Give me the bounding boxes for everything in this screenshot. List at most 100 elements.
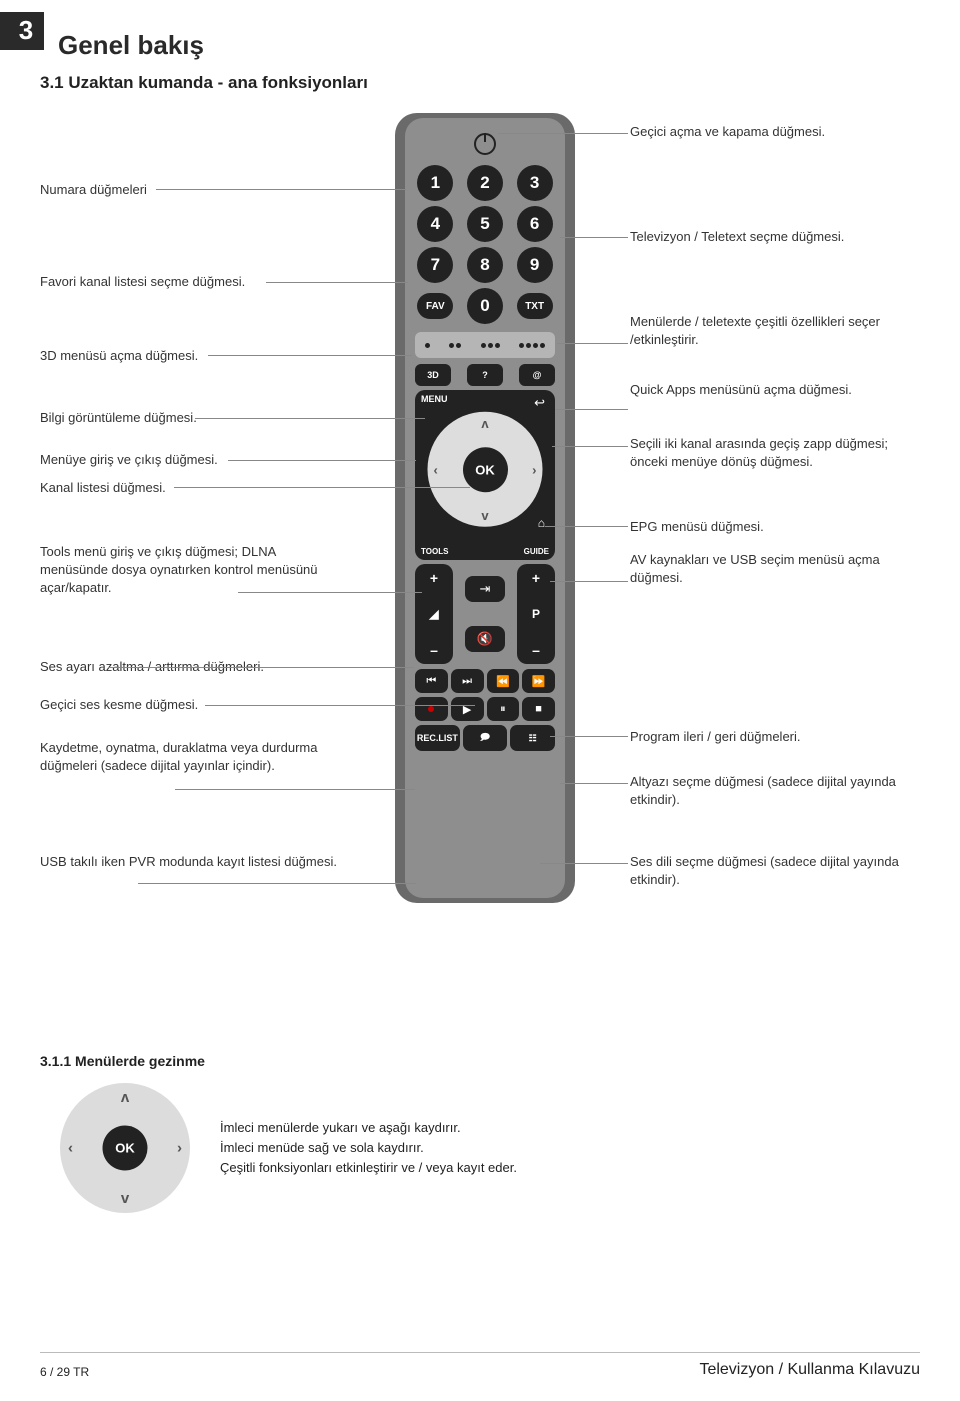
leader-line: [555, 409, 628, 410]
callout-r8: Program ileri / geri düğmeleri.: [630, 728, 920, 746]
callout-r10: Ses dili seçme düğmesi (sadece dijital y…: [630, 853, 920, 889]
remote-outline: 1 2 3 4 5 6 7 8 9 FAV 0 TXT: [395, 113, 575, 903]
fav-button: FAV: [417, 293, 453, 319]
doc-title: Televizyon / Kullanma Kılavuzu: [699, 1361, 920, 1379]
leader-line: [208, 355, 412, 356]
callout-r1: Geçici açma ve kapama düğmesi.: [630, 123, 920, 141]
ff-icon: ⏩: [522, 669, 555, 693]
page-number: 6 / 29 TR: [40, 1365, 89, 1379]
power-icon: [474, 133, 496, 155]
chevron-right-icon: ›: [177, 1140, 182, 1157]
volume-rocker: + ◢ –: [415, 564, 453, 664]
callout-r4: Quick Apps menüsünü açma düğmesi.: [630, 381, 920, 399]
pause-icon: ⏸: [487, 697, 520, 721]
leader-line: [552, 446, 628, 447]
callout-r9: Altyazı seçme düğmesi (sadece dijital ya…: [630, 773, 920, 809]
num-1: 1: [417, 165, 453, 201]
leader-line: [156, 189, 406, 190]
vol-icon: ◢: [429, 607, 438, 621]
chapter-number: 3: [0, 12, 44, 50]
reclist-button: REC.LIST: [415, 725, 460, 751]
nav-circle-mini: ʌ v ‹ › OK: [60, 1083, 190, 1213]
num-9: 9: [517, 247, 553, 283]
chevron-left-icon: ‹: [68, 1140, 73, 1157]
leader-line: [498, 133, 628, 134]
num-3: 3: [517, 165, 553, 201]
nav-pad: MENU ↩ ʌ v ‹ › OK ⌂ TOOLS GUIDE: [415, 390, 555, 560]
chevron-up-icon: ʌ: [481, 416, 488, 431]
num-2: 2: [467, 165, 503, 201]
prog-plus: +: [532, 570, 540, 586]
rec-icon: [415, 697, 448, 721]
callout-r3: Menülerde / teletexte çeşitli özellikler…: [630, 313, 920, 349]
mute-button: 🔇: [465, 626, 505, 652]
lang-icon: 🗩: [463, 725, 508, 751]
tools-label: TOOLS: [421, 547, 448, 556]
callout-l7: Tools menü giriş ve çıkış düğmesi; DLNA …: [40, 543, 340, 598]
subtitle-icon: ☷: [510, 725, 555, 751]
p-label: P: [532, 607, 540, 621]
leader-line: [550, 581, 628, 582]
vol-plus: +: [430, 570, 438, 586]
chevron-down-icon: v: [481, 508, 488, 523]
nav-desc-1: İmleci menülerde yukarı ve aşağı kaydırı…: [220, 1118, 517, 1138]
home-icon: ⌂: [538, 516, 545, 530]
num-5: 5: [467, 206, 503, 242]
callout-l10: Kaydetme, oynatma, duraklatma veya durdu…: [40, 739, 340, 775]
leader-line: [266, 282, 408, 283]
leader-line: [174, 487, 470, 488]
chevron-left-icon: ‹: [434, 462, 438, 477]
num-6: 6: [517, 206, 553, 242]
leader-line: [540, 863, 628, 864]
leader-line: [228, 460, 416, 461]
leader-line: [108, 667, 414, 668]
callout-r6: EPG menüsü düğmesi.: [630, 518, 920, 536]
menu-label: MENU: [421, 394, 448, 404]
3d-button: 3D: [415, 364, 451, 386]
nav-desc-3: Çeşitli fonksiyonları etkinleştirir ve /…: [220, 1158, 517, 1178]
program-rocker: + P –: [517, 564, 555, 664]
stop-icon: ■: [522, 697, 555, 721]
callout-l3: 3D menüsü açma düğmesi.: [40, 347, 340, 365]
leader-line: [560, 237, 628, 238]
leader-line: [195, 418, 425, 419]
back-icon: ↩: [534, 395, 545, 411]
chevron-right-icon: ›: [532, 462, 536, 477]
prog-minus: –: [532, 642, 540, 658]
ok-button: OK: [103, 1126, 148, 1171]
nav-desc-2: İmleci menüde sağ ve sola kaydırır.: [220, 1138, 517, 1158]
leader-line: [550, 736, 628, 737]
nav-circle: ʌ v ‹ › OK: [428, 412, 543, 527]
chevron-up-icon: ʌ: [121, 1089, 129, 1106]
leader-line: [545, 526, 628, 527]
ok-button: OK: [463, 447, 508, 492]
play-icon: ▶: [451, 697, 484, 721]
leader-line: [205, 705, 475, 706]
chevron-down-icon: v: [121, 1190, 129, 1207]
remote-diagram: 1 2 3 4 5 6 7 8 9 FAV 0 TXT: [40, 113, 920, 973]
info-button: ?: [467, 364, 503, 386]
callout-l11: USB takılı iken PVR modunda kayıt listes…: [40, 853, 340, 871]
num-0: 0: [467, 288, 503, 324]
next-icon: ⏭: [451, 669, 484, 693]
chapter-title: Genel bakış: [58, 30, 204, 61]
section-title: 3.1 Uzaktan kumanda - ana fonksiyonları: [40, 73, 920, 93]
callout-r5: Seçili iki kanal arasında geçiş zapp düğ…: [630, 435, 920, 471]
color-dots-bar: [415, 332, 555, 358]
leader-line: [557, 343, 628, 344]
rew-icon: ⏪: [487, 669, 520, 693]
apps-button: @: [519, 364, 555, 386]
leader-line: [175, 789, 415, 790]
num-8: 8: [467, 247, 503, 283]
callout-l1: Numara düğmeleri: [40, 181, 340, 199]
guide-label: GUIDE: [524, 547, 549, 556]
leader-line: [138, 883, 416, 884]
subsection-title: 3.1.1 Menülerde gezinme: [40, 1053, 920, 1069]
leader-line: [560, 783, 628, 784]
leader-line: [238, 592, 422, 593]
callout-r7: AV kaynakları ve USB seçim menüsü açma d…: [630, 551, 920, 587]
num-4: 4: [417, 206, 453, 242]
num-7: 7: [417, 247, 453, 283]
callout-l6: Kanal listesi düğmesi.: [40, 479, 340, 497]
source-button: ⇥: [465, 576, 505, 602]
